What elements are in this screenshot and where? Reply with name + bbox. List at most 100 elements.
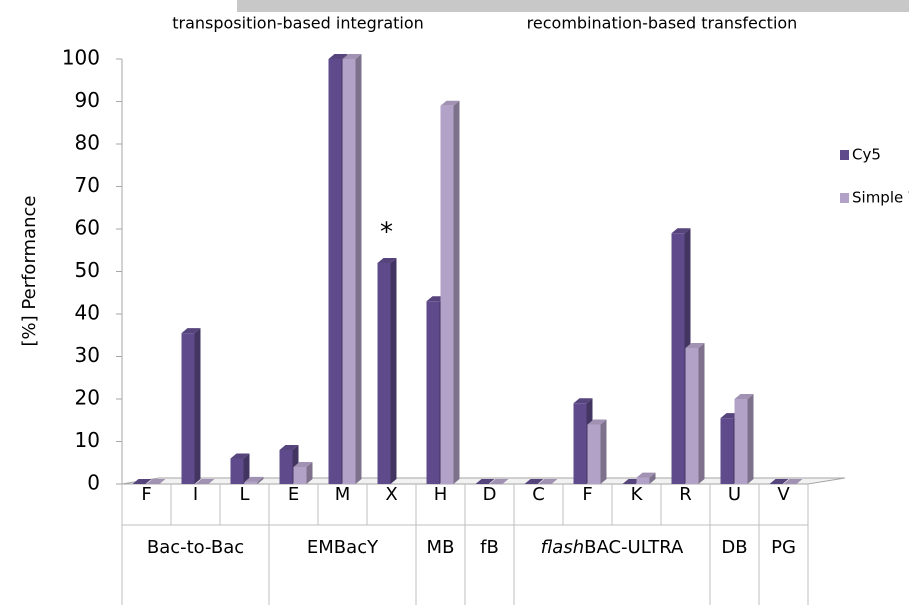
- group-label: MB: [427, 537, 455, 558]
- y-axis-label: [%] Performance: [19, 196, 40, 347]
- x-tick-label: V: [777, 484, 790, 505]
- bar: [440, 105, 454, 484]
- bar: [671, 233, 685, 484]
- bar-top: [440, 100, 460, 106]
- legend-swatch: [840, 150, 849, 160]
- x-tick-label: F: [141, 484, 151, 505]
- bar-top: [573, 398, 593, 404]
- bar-side: [600, 419, 607, 484]
- bar: [685, 348, 699, 484]
- y-tick-label: 30: [75, 343, 100, 367]
- bar-top: [685, 343, 705, 348]
- x-tick-label: E: [288, 484, 299, 505]
- bar-top: [230, 453, 250, 459]
- group-label: flashBAC-ULTRA: [541, 537, 684, 558]
- x-tick-label: R: [679, 484, 692, 505]
- bar: [230, 458, 244, 484]
- y-tick-label: 100: [62, 46, 100, 70]
- y-tick-label: 10: [75, 428, 100, 452]
- bar-top: [587, 419, 607, 425]
- x-tick-label: H: [434, 484, 448, 505]
- header-left: transposition-based integration: [172, 14, 424, 33]
- bar-side: [747, 394, 754, 484]
- group-label-part: MB: [427, 537, 455, 558]
- y-tick-label: 0: [87, 471, 100, 495]
- header-bar: [237, 0, 909, 12]
- legend-label: Cy5: [852, 146, 881, 164]
- legend-swatch: [840, 193, 849, 203]
- x-tick-label: C: [532, 484, 545, 505]
- bar-top: [293, 462, 313, 467]
- bar: [279, 450, 293, 484]
- bar-top: [636, 472, 656, 478]
- bar-top: [783, 479, 803, 484]
- y-tick-label: 70: [75, 173, 100, 197]
- group-label: DB: [721, 537, 747, 558]
- bar-top: [146, 479, 166, 484]
- bar-side: [390, 258, 397, 484]
- y-tick-label: 50: [75, 258, 100, 282]
- bar: [720, 418, 734, 484]
- x-tick-label: K: [631, 484, 644, 505]
- group-label: fB: [480, 537, 499, 558]
- bar-top: [769, 479, 789, 484]
- x-tick-label: D: [483, 484, 497, 505]
- bar: [342, 59, 356, 484]
- group-label-part: EMBacY: [307, 537, 379, 558]
- bar: [328, 59, 342, 484]
- bar-side: [257, 476, 264, 484]
- bar: [587, 424, 601, 484]
- group-label-part: fB: [480, 537, 499, 558]
- y-tick-label: 20: [75, 386, 100, 410]
- legend-label: Simple Western: [852, 189, 909, 207]
- x-tick-label: U: [728, 484, 741, 505]
- bar-top: [734, 394, 754, 399]
- bar-top: [195, 479, 215, 484]
- x-tick-label: X: [385, 484, 397, 505]
- group-label-part: Bac-to-Bac: [147, 537, 244, 558]
- x-tick-label: L: [239, 484, 249, 505]
- y-tick-label: 60: [75, 216, 100, 240]
- bar-top: [524, 479, 544, 484]
- bar: [573, 403, 587, 484]
- bar-side: [194, 328, 201, 484]
- bar-top: [328, 54, 348, 59]
- annotation: *: [380, 218, 393, 248]
- group-label-part: PG: [771, 537, 796, 558]
- bar: [244, 481, 258, 484]
- group-label-part: BAC-ULTRA: [584, 537, 684, 558]
- bar-top: [244, 476, 264, 482]
- bar: [181, 333, 195, 484]
- bar-top: [279, 445, 299, 450]
- bar-top: [132, 479, 152, 484]
- group-label-part: flash: [541, 537, 584, 558]
- y-tick-label: 40: [75, 301, 100, 325]
- y-tick-label: 90: [75, 88, 100, 112]
- bar-side: [243, 453, 250, 484]
- bar: [293, 467, 307, 484]
- bar: [377, 263, 391, 484]
- group-label: EMBacY: [307, 537, 379, 558]
- bar-top: [671, 228, 691, 234]
- bar-side: [453, 100, 460, 484]
- bar: [636, 477, 650, 484]
- bar-side: [698, 343, 705, 484]
- bar-top: [475, 479, 495, 484]
- bar: [426, 301, 440, 484]
- bar: [734, 399, 748, 484]
- bar-top: [377, 258, 397, 263]
- y-tick-label: 80: [75, 131, 100, 155]
- x-tick-label: I: [193, 484, 198, 505]
- bar-top: [181, 328, 201, 334]
- bar-top: [342, 54, 362, 59]
- bar-top: [489, 479, 509, 484]
- group-label: Bac-to-Bac: [147, 537, 244, 558]
- bar-side: [355, 54, 362, 484]
- bar-side: [306, 462, 313, 484]
- group-label: PG: [771, 537, 796, 558]
- x-tick-label: M: [335, 484, 351, 505]
- group-label-part: DB: [721, 537, 747, 558]
- bar-top: [538, 479, 558, 484]
- x-tick-label: F: [582, 484, 592, 505]
